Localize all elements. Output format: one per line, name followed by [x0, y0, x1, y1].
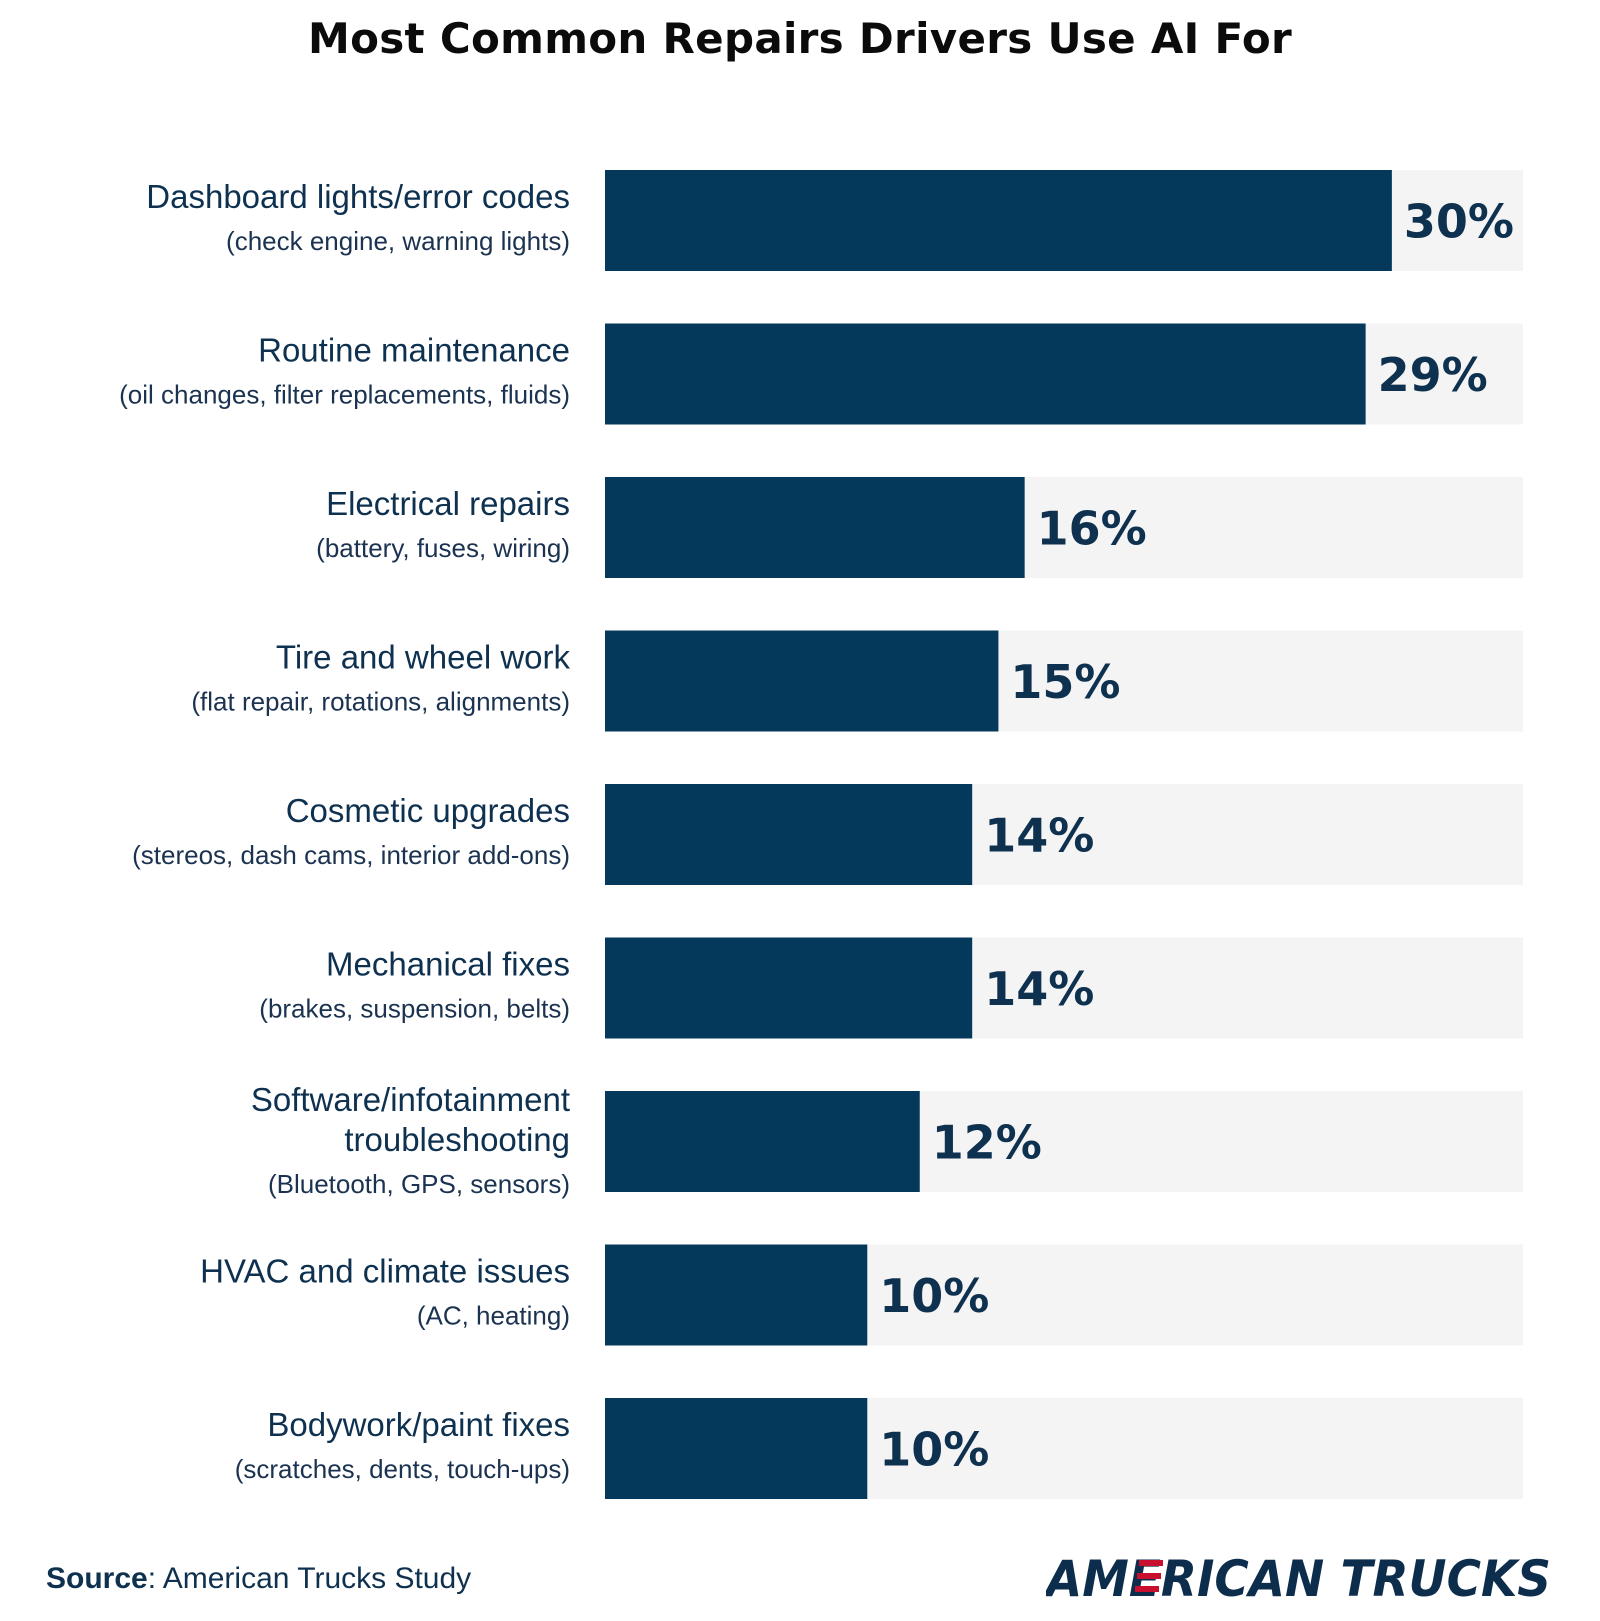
category-sublabel: (check engine, warning lights) [226, 226, 570, 256]
category-sublabel: (AC, heating) [417, 1301, 570, 1331]
category-label: Dashboard lights/error codes [146, 178, 570, 215]
category-sublabel: (Bluetooth, GPS, sensors) [268, 1169, 570, 1199]
bar [605, 1091, 920, 1192]
category-label: Mechanical fixes [326, 946, 570, 983]
bar [605, 630, 999, 732]
bar [605, 784, 973, 885]
category-label: Electrical repairs [326, 485, 570, 522]
bar [605, 323, 1366, 425]
bar [605, 937, 973, 1039]
category-label: HVAC and climate issues [200, 1253, 570, 1290]
bar [605, 477, 1025, 578]
category-sublabel: (oil changes, filter replacements, fluid… [119, 380, 570, 410]
value-label: 29% [1378, 348, 1488, 402]
value-label: 16% [1037, 502, 1147, 556]
bar [605, 1398, 868, 1499]
category-sublabel: (flat repair, rotations, alignments) [191, 687, 570, 717]
category-label: Routine maintenance [258, 332, 570, 369]
category-sublabel: (battery, fuses, wiring) [316, 533, 570, 563]
source-label: Source [46, 1562, 148, 1595]
category-label: Software/infotainment [251, 1081, 570, 1118]
category-label: Cosmetic upgrades [286, 792, 570, 829]
value-label: 14% [984, 962, 1094, 1016]
svg-text:AMERICAN TRUCKS: AMERICAN TRUCKS [1046, 1550, 1551, 1608]
value-label: 12% [932, 1116, 1042, 1170]
value-label: 10% [879, 1269, 989, 1323]
bar [605, 170, 1392, 271]
value-label: 14% [984, 809, 1094, 863]
category-sublabel: (stereos, dash cams, interior add-ons) [132, 840, 570, 870]
value-label: 30% [1404, 195, 1514, 249]
bar [605, 1244, 868, 1346]
source-text: : American Trucks Study [147, 1562, 472, 1595]
chart-title: Most Common Repairs Drivers Use AI For [308, 14, 1292, 63]
value-label: 15% [1010, 655, 1120, 709]
category-sublabel: (brakes, suspension, belts) [259, 994, 570, 1024]
american-trucks-logo: AMERICAN TRUCKS [1046, 1550, 1551, 1608]
category-label: troubleshooting [344, 1121, 570, 1158]
category-label: Tire and wheel work [276, 639, 571, 676]
source-note: Source: American Trucks Study [46, 1562, 471, 1596]
category-label: Bodywork/paint fixes [267, 1406, 570, 1443]
category-sublabel: (scratches, dents, touch-ups) [235, 1454, 570, 1484]
value-label: 10% [879, 1423, 989, 1477]
